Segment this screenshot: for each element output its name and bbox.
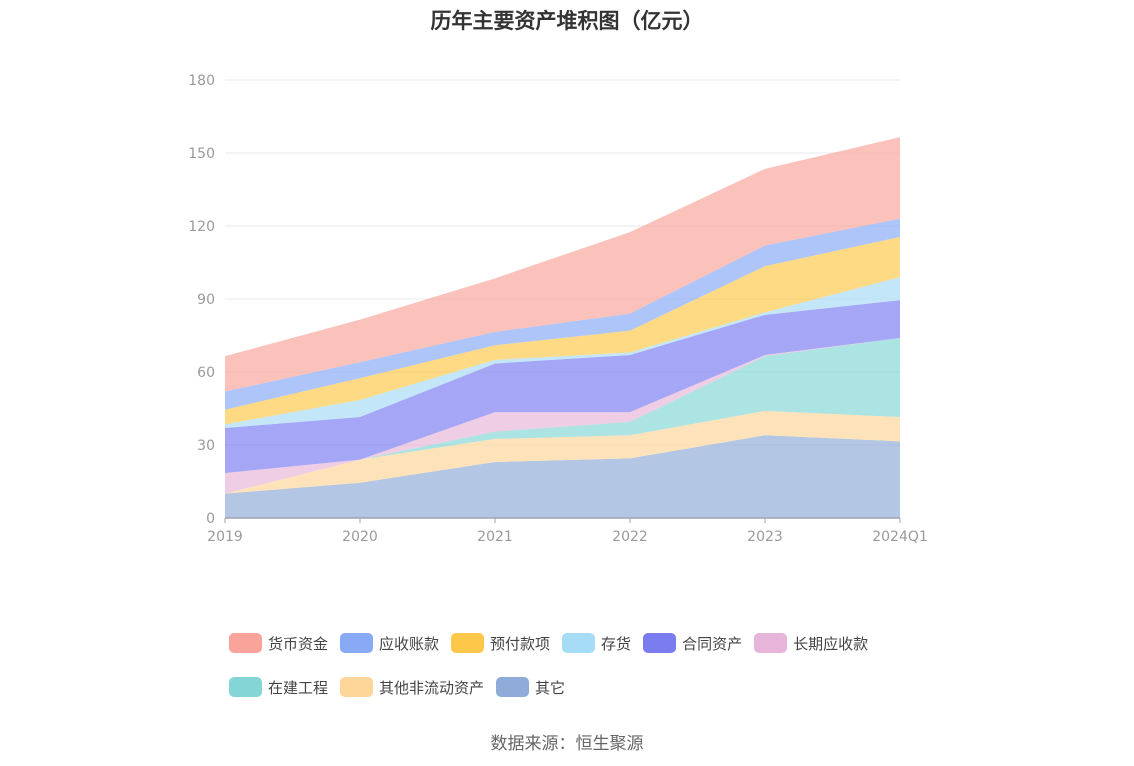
area-series-6[interactable]	[225, 236, 900, 425]
legend-swatch	[451, 633, 485, 653]
legend-swatch	[562, 633, 596, 653]
area-series-layer	[225, 137, 900, 518]
area-series-1[interactable]	[225, 410, 900, 494]
x-tick-label: 2024Q1	[872, 529, 928, 545]
legend-item[interactable]: 预付款项	[451, 632, 550, 654]
legend-item[interactable]: 在建工程	[229, 676, 328, 698]
x-tick-label: 2019	[207, 529, 243, 545]
axes: 0 30 60 90 120 150 180 2019 2020 2021 2022 2023 2024…	[188, 73, 928, 545]
data-source-note: 数据来源：恒生聚源	[490, 734, 644, 754]
legend-item[interactable]: 货币资金	[229, 632, 328, 654]
legend-item[interactable]: 长期应收款	[754, 632, 868, 654]
area-series-8[interactable]	[225, 137, 900, 392]
legend-swatch	[229, 677, 262, 697]
x-tick-label: 2020	[342, 529, 378, 545]
legend-item[interactable]: 其它	[496, 676, 565, 698]
y-tick-label: 0	[206, 511, 215, 527]
y-tick-label: 180	[188, 73, 215, 89]
y-tick-label: 120	[188, 219, 215, 235]
chart-title: 历年主要资产堆积图（亿元）	[430, 9, 704, 33]
legend-swatch	[340, 633, 374, 653]
legend-label: 存货	[601, 634, 632, 653]
area-series-4[interactable]	[225, 300, 900, 473]
legend-label: 其它	[535, 678, 566, 697]
x-tick-label: 2023	[747, 529, 783, 545]
x-tick-label: 2022	[612, 529, 648, 545]
y-tick-label: 90	[197, 292, 215, 308]
legend-swatch	[496, 677, 530, 697]
x-tick-label: 2021	[477, 529, 513, 545]
legend-label: 合同资产	[682, 634, 743, 653]
area-series-7[interactable]	[225, 218, 900, 410]
legend-label: 应收账款	[379, 634, 440, 653]
legend-swatch	[229, 633, 262, 653]
legend-label: 长期应收款	[793, 634, 869, 653]
legend-swatch	[754, 633, 788, 653]
legend-label: 其他非流动资产	[379, 678, 485, 697]
area-series-0[interactable]	[225, 435, 900, 518]
legend-swatch	[643, 633, 677, 653]
y-tick-label: 60	[197, 365, 215, 381]
legend-label: 在建工程	[268, 678, 329, 697]
stacked-area-chart: 0 30 60 90 120 150 180 2019 2020 2021 2022 2023 2024…	[188, 73, 928, 545]
area-series-5[interactable]	[225, 277, 900, 428]
area-series-2[interactable]	[225, 337, 900, 494]
y-tick-label: 30	[197, 438, 215, 454]
area-series-3[interactable]	[225, 337, 900, 494]
legend-swatch	[340, 677, 374, 697]
y-tick-label: 150	[188, 146, 215, 162]
legend-label: 预付款项	[490, 634, 551, 653]
legend-item[interactable]: 合同资产	[643, 632, 742, 654]
legend-label: 货币资金	[268, 634, 329, 653]
legend: 货币资金 应收账款 预付款项 存货 合同资产 长期应收款在建工程 其他非流动资产 其它	[229, 632, 929, 698]
legend-item[interactable]: 存货	[562, 632, 631, 654]
legend-item[interactable]: 应收账款	[340, 632, 439, 654]
legend-item[interactable]: 其他非流动资产	[340, 676, 484, 698]
